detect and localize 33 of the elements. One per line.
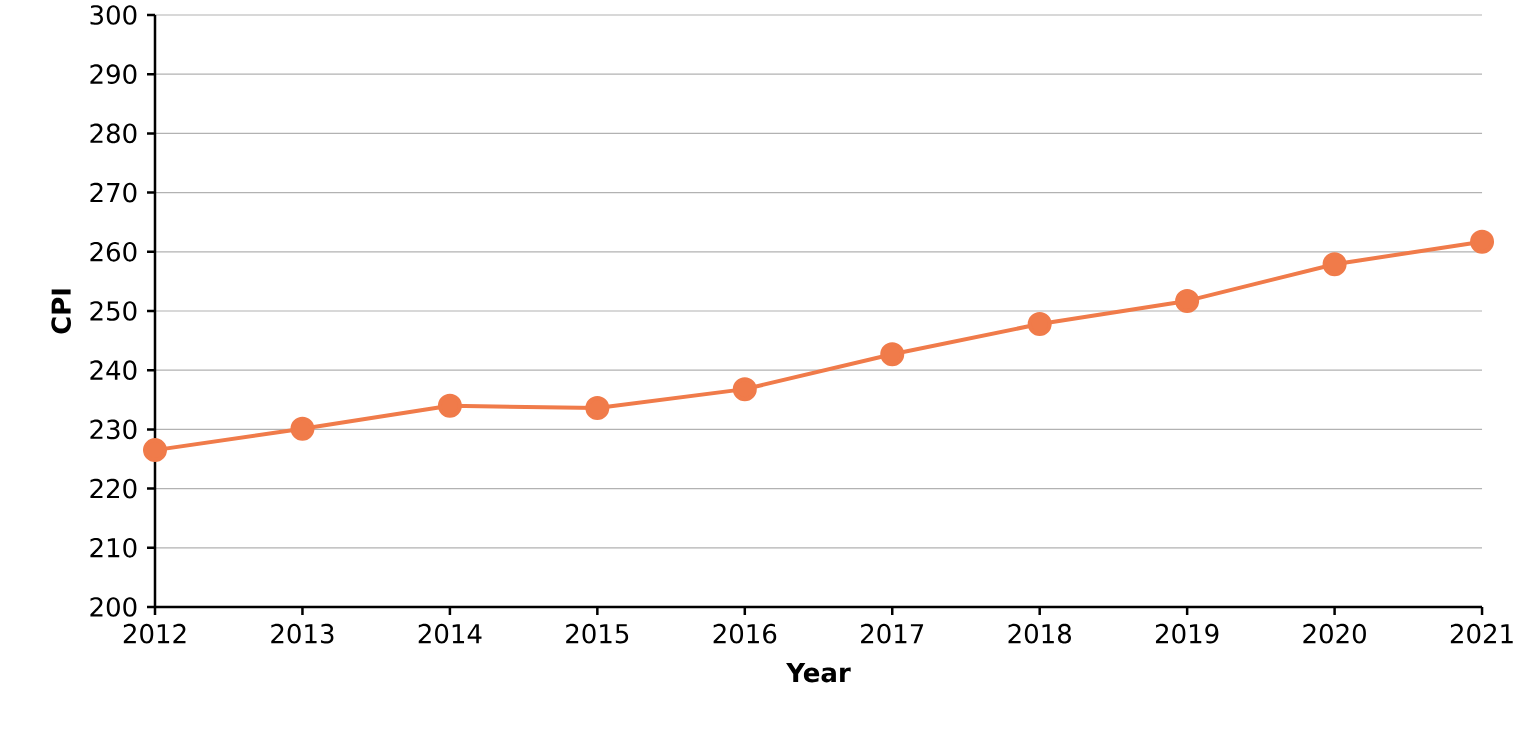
y-tick-label: 230: [90, 419, 137, 440]
y-tick-label: 300: [90, 5, 137, 25]
x-tick-label: 2018: [1008, 623, 1071, 644]
point: [1470, 229, 1495, 254]
x-tick-label: 2016: [713, 623, 777, 644]
x-tick-label: 2013: [271, 623, 334, 644]
x-tick-label: 2015: [566, 623, 629, 644]
y-tick-label: 250: [90, 301, 137, 321]
point: [1322, 252, 1347, 277]
point: [143, 438, 167, 463]
y-tick-label: 210: [90, 537, 137, 558]
x-tick-label: 2019: [1155, 623, 1219, 644]
point: [585, 396, 610, 421]
y-tick-label: 290: [90, 64, 137, 85]
point: [290, 416, 315, 441]
x-axis-title: Year: [786, 663, 851, 683]
y-axis-title: CPI: [51, 289, 71, 334]
point: [1175, 288, 1200, 313]
point: [880, 342, 905, 367]
x-tick-label: 2020: [1303, 623, 1366, 644]
x-tick-label: 2017: [861, 623, 924, 644]
y-tick-label: 220: [90, 478, 137, 499]
x-tick-label: 2012: [123, 623, 186, 644]
x-tick-label: 2014: [418, 623, 482, 644]
y-tick-label: 260: [90, 241, 137, 262]
y-tick-label: 200: [90, 597, 137, 617]
point: [732, 377, 757, 402]
y-tick-label: 240: [90, 360, 137, 381]
x-tick-label: 2021: [1450, 623, 1513, 644]
point: [437, 393, 462, 418]
y-tick-label: 270: [90, 182, 137, 203]
y-tick-label: 280: [90, 123, 137, 144]
point: [1027, 312, 1052, 337]
